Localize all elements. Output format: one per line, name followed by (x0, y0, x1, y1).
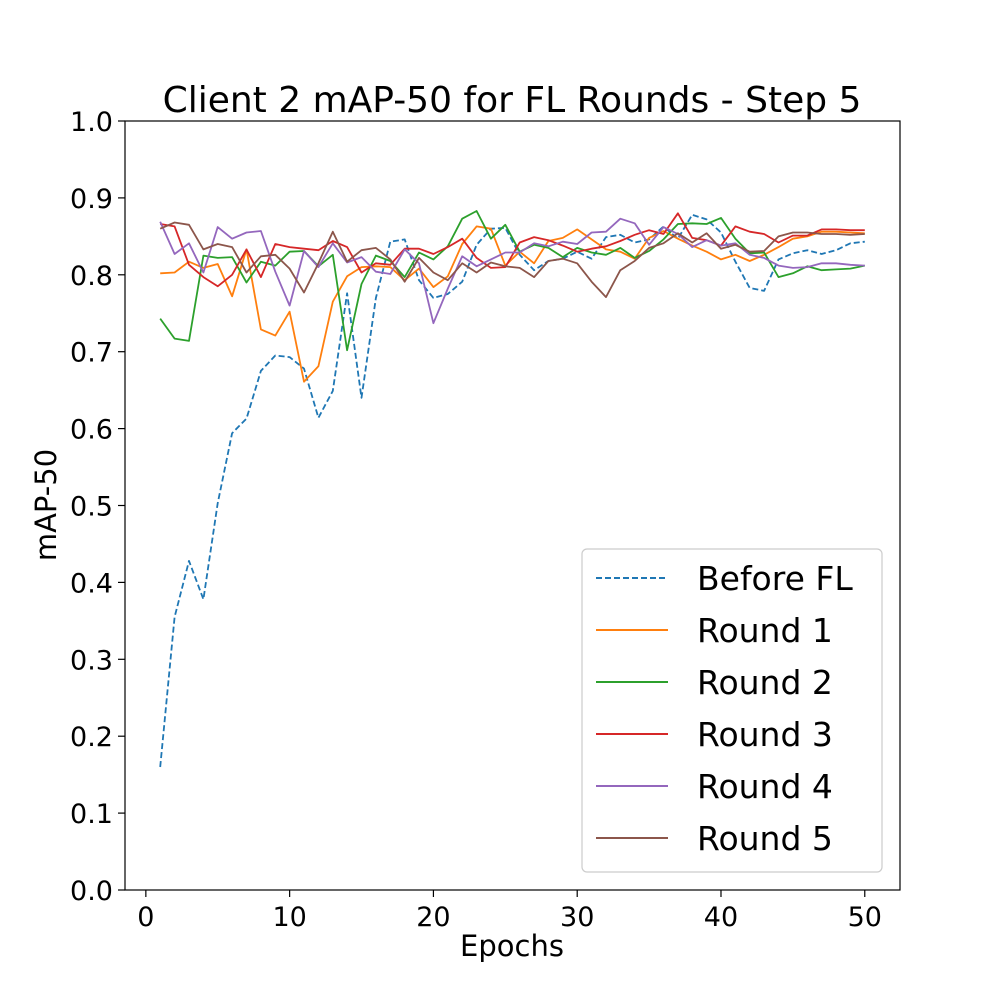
y-tick-label: 0.7 (70, 338, 113, 369)
y-tick-label: 0.6 (70, 415, 113, 446)
series-line-before-fl (159, 213, 865, 768)
y-axis-ticks: 0.0 0.1 0.2 0.3 0.4 0.5 0.6 0.7 0.8 0.9 1.0 (70, 107, 125, 907)
series-line-round-2 (159, 210, 865, 352)
y-axis-label: mAP-50 (29, 449, 63, 561)
legend-label: Round 5 (697, 819, 833, 858)
y-tick-label: 1.0 (70, 107, 113, 138)
legend-label: Round 1 (697, 611, 833, 650)
x-tick-label: 0 (137, 902, 154, 933)
legend-label: Round 4 (697, 767, 833, 806)
legend-label: Round 2 (697, 663, 833, 702)
y-tick-label: 0.9 (70, 184, 113, 215)
legend-label: Before FL (697, 559, 853, 598)
y-tick-label: 0.3 (70, 645, 113, 676)
plot-area-frame (124, 120, 901, 891)
x-axis-ticks: 0 10 20 30 40 50 (137, 890, 882, 933)
x-tick-label: 20 (416, 902, 450, 933)
legend-label: Round 3 (697, 715, 833, 754)
x-tick-label: 50 (848, 902, 882, 933)
y-tick-label: 0.8 (70, 261, 113, 292)
legend: Before FL Round 1 Round 2 Round 3 Round 4 Rou… (581, 548, 883, 873)
y-tick-label: 0.2 (70, 722, 113, 753)
chart-title: Client 2 mAP-50 for FL Rounds - Step 5 (163, 80, 862, 121)
series-line-round-1 (160, 225, 865, 383)
y-tick-label: 0.5 (70, 492, 113, 523)
series-line-round-5 (159, 221, 865, 299)
x-axis-label: Epochs (460, 929, 564, 963)
x-tick-label: 40 (704, 902, 738, 933)
y-tick-label: 0.0 (70, 876, 113, 907)
series-lines (159, 210, 865, 768)
x-tick-label: 10 (272, 902, 306, 933)
series-line-round-3 (160, 212, 865, 288)
x-tick-label: 30 (560, 902, 594, 933)
series-line-round-4 (159, 217, 865, 325)
y-tick-label: 0.4 (70, 568, 113, 599)
y-tick-label: 0.1 (70, 799, 113, 830)
